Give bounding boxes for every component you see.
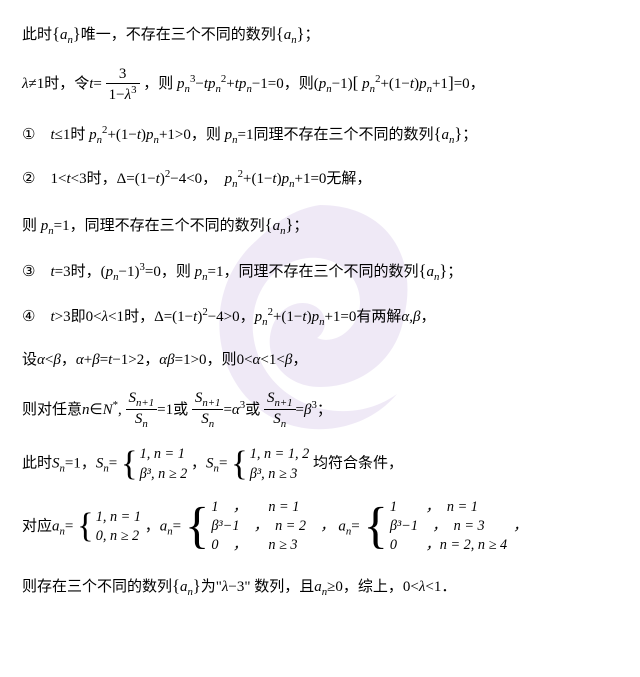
fraction-s1: Sn+1Sn xyxy=(126,389,158,432)
line-5: ③ t=3时，(pn−1)3=0，则 pn=1，同理不存在三个不同的数列{an}… xyxy=(22,255,618,288)
line-7: 设α<β，α+β=t−1>2，αβ=1>0，则0<α<1<β， xyxy=(22,346,618,375)
math-content: 此时{an}唯一，不存在三个不同的数列{an}； λ≠1时，令t= 31−λ3 … xyxy=(22,18,618,602)
line-4: ② 1<t<3时，Δ=(1−t)2−4<0， pn2+(1−t)pn+1=0无解… xyxy=(22,164,618,195)
line-4b: 则 pn=1，同理不存在三个不同的数列{an}； xyxy=(22,209,618,242)
line-6: ④ t>3即0<λ<1时，Δ=(1−t)2−4>0，pn2+(1−t)pn+1=… xyxy=(22,302,618,333)
fraction-s2: Sn+1Sn xyxy=(192,389,224,432)
text: 此时 xyxy=(22,27,52,43)
line-2: λ≠1时，令t= 31−λ3 ，则 pn3−tpn2+tpn−1=0，则(pn−… xyxy=(22,65,618,104)
line-3: ① t≤1时 pn2+(1−t)pn+1>0，则 pn=1同理不存在三个不同的数… xyxy=(22,118,618,151)
line-8: 则对任意n∈N*, Sn+1Sn=1或 Sn+1Sn=α3或 Sn+1Sn=β3… xyxy=(22,389,618,432)
cases-s1: {1, n = 1β³, n ≥ 2 xyxy=(121,445,187,483)
line-11: 则存在三个不同的数列{an}为"λ−3" 数列，且an≥0，综上，0<λ<1． xyxy=(22,570,618,603)
cases-a3: {1 ， n = 1β³−1 ， n = 3 ，0 ，n = 2, n ≥ 4 xyxy=(363,498,527,556)
line-10: 对应an= {1, n = 10, n ≥ 2 ，an= {1 ， n = 1β… xyxy=(22,498,618,556)
text: 唯一，不存在三个不同的数列 xyxy=(81,27,276,43)
cases-a1: {1, n = 10, n ≥ 2 xyxy=(77,508,141,546)
fraction-t: 31−λ3 xyxy=(106,65,140,104)
line-1: 此时{an}唯一，不存在三个不同的数列{an}； xyxy=(22,18,618,51)
cases-a2: {1 ， n = 1β³−1 ， n = 2 ，0 ， n ≥ 3 xyxy=(185,498,335,556)
cases-s2: {1, n = 1, 2β³, n ≥ 3 xyxy=(231,445,309,483)
line-9: 此时Sn=1，Sn= {1, n = 1β³, n ≥ 2 ，Sn= {1, n… xyxy=(22,445,618,483)
fraction-s3: Sn+1Sn xyxy=(264,389,296,432)
